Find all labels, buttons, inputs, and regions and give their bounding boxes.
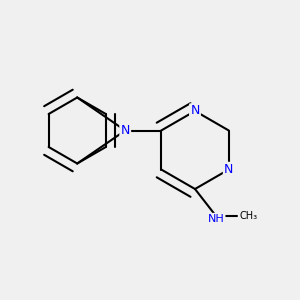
Text: CH₃: CH₃ (240, 211, 258, 221)
Text: N: N (121, 124, 130, 137)
Text: N: N (224, 163, 233, 176)
Text: N: N (190, 104, 200, 118)
Text: NH: NH (208, 214, 224, 224)
